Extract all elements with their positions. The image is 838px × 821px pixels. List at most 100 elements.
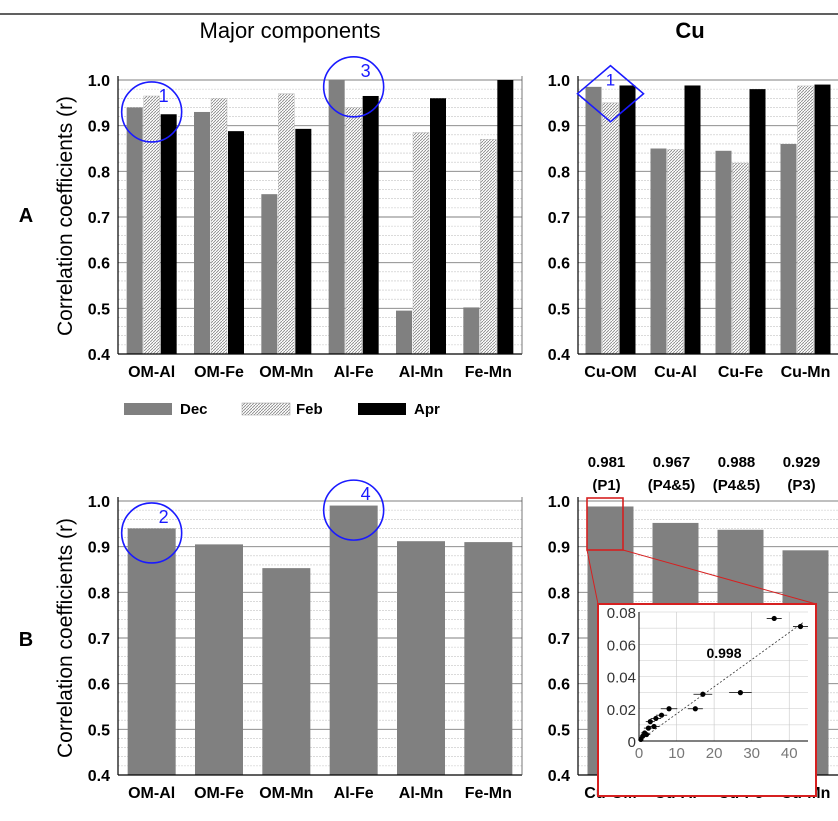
x-tick-label: Cu-Al <box>654 364 697 381</box>
y-tick-label: 0.5 <box>88 722 110 739</box>
inset-x-tick-label: 40 <box>781 745 798 762</box>
chart-b-major: 0.4 0.5 0.6 0.7 0.8 0.9 1.0 OM-Al OM-Fe OM-Mn Al-F… <box>88 479 523 802</box>
y-tick-label: 0.6 <box>548 677 570 694</box>
bar-dec <box>261 194 278 354</box>
y-tick-label: 0.9 <box>88 119 110 136</box>
annotation-marker <box>322 56 385 118</box>
y-tick-label: 1.0 <box>548 494 570 511</box>
value-note: (P1) <box>592 477 620 494</box>
inset-point <box>797 623 804 630</box>
inset-y-tick-label: 0.02 <box>607 702 636 719</box>
value-note: (P4&5) <box>648 477 696 494</box>
legend-label-dec: Dec <box>180 401 208 418</box>
bar-value <box>127 528 176 775</box>
bar-feb <box>210 98 228 355</box>
inset-y-tick-label: 0 <box>628 734 636 751</box>
bar-dec <box>585 86 602 354</box>
y-tick-label: 1.0 <box>88 73 110 90</box>
y-tick-label: 0.4 <box>548 347 570 364</box>
y-tick-label: 0.5 <box>548 722 570 739</box>
y-tick-label: 0.9 <box>548 119 570 136</box>
y-tick-label: 1.0 <box>548 73 570 90</box>
x-tick-label: OM-Al <box>128 364 175 381</box>
x-tick-label: Cu-OM <box>584 364 636 381</box>
value-label: 0.981 <box>588 454 626 471</box>
row-label-b: B <box>19 629 33 651</box>
annotation-marker <box>120 81 183 143</box>
inset-point <box>647 719 653 725</box>
bar-feb <box>797 85 814 355</box>
annotation-label: 2 <box>159 507 169 527</box>
inset-point <box>651 723 657 730</box>
x-tick-label: Cu-Mn <box>781 364 831 381</box>
bar-dec <box>780 143 797 354</box>
x-tick-label: Cu-Fe <box>718 364 763 381</box>
annotation-marker <box>322 479 385 541</box>
highlight-box <box>586 497 624 551</box>
legend-label-apr: Apr <box>414 401 440 418</box>
bar-apr <box>160 114 177 354</box>
bar-value <box>464 542 513 775</box>
bar-dec <box>126 107 143 355</box>
bar-dec <box>463 307 480 354</box>
y-tick-label: 0.9 <box>88 540 110 557</box>
inset-point <box>692 706 698 712</box>
inset-point <box>658 712 665 718</box>
y-tick-label: 0.8 <box>548 164 570 181</box>
y-tick-label: 1.0 <box>88 494 110 511</box>
x-tick-label: OM-Fe <box>194 364 244 381</box>
legend-swatch-feb <box>241 402 291 416</box>
bar-value <box>195 544 243 775</box>
y-tick-label: 0.6 <box>88 256 110 273</box>
value-label: 0.988 <box>718 454 756 471</box>
x-tick-label: OM-Mn <box>259 785 313 802</box>
y-axis-label-a: Correlation coefficients (r) <box>54 96 77 336</box>
inset-x-tick-label: 10 <box>668 745 685 762</box>
bar-value <box>397 541 445 775</box>
row-label-a: A <box>19 205 33 227</box>
y-tick-label: 0.7 <box>548 631 570 648</box>
x-tick-label: OM-Al <box>128 785 175 802</box>
inset-frame <box>597 603 817 797</box>
bar-apr <box>497 80 514 354</box>
y-tick-label: 0.5 <box>548 301 570 318</box>
bar-value <box>262 568 311 775</box>
bar-apr <box>362 95 379 354</box>
x-tick-label: OM-Mn <box>259 364 313 381</box>
bar-apr <box>749 89 766 354</box>
legend-swatch-dec <box>124 403 172 415</box>
y-tick-label: 0.6 <box>548 256 570 273</box>
bar-dec <box>194 111 210 354</box>
value-label: 0.967 <box>653 454 691 471</box>
inset-y-tick-label: 0.04 <box>607 670 636 687</box>
bar-feb <box>412 132 430 355</box>
inset-x-tick-label: 20 <box>706 745 723 762</box>
inset-point <box>643 731 650 738</box>
y-tick-label: 0.7 <box>548 210 570 227</box>
value-label: 0.929 <box>783 454 821 471</box>
legend: Dec Feb Apr <box>124 401 440 418</box>
bar-feb <box>667 149 684 355</box>
y-tick-label: 0.4 <box>548 768 570 785</box>
inset-point <box>666 706 672 712</box>
y-axis-label-b: Correlation coefficients (r) <box>54 518 77 758</box>
value-note: (P3) <box>787 477 815 494</box>
y-tick-label: 0.9 <box>548 540 570 557</box>
bar-dec <box>328 80 345 354</box>
annotation-label: 4 <box>361 484 371 504</box>
bar-value <box>329 505 378 775</box>
chart-a-major: 0.4 0.5 0.6 0.7 0.8 0.9 1.0 OM-Al OM-Fe OM-Mn Al-F… <box>88 56 523 381</box>
x-tick-label: Fe-Mn <box>465 785 512 802</box>
header-major-components: Major components <box>200 18 381 43</box>
y-tick-label: 0.5 <box>88 301 110 318</box>
bar-apr <box>295 128 312 354</box>
bar-apr <box>619 85 636 354</box>
inset-point <box>737 690 744 696</box>
bar-apr <box>228 131 244 354</box>
bar-feb <box>480 139 497 355</box>
inset-annotation: 0.998 <box>706 645 741 661</box>
legend-swatch-apr <box>358 403 406 415</box>
annotation-marker <box>576 64 645 123</box>
